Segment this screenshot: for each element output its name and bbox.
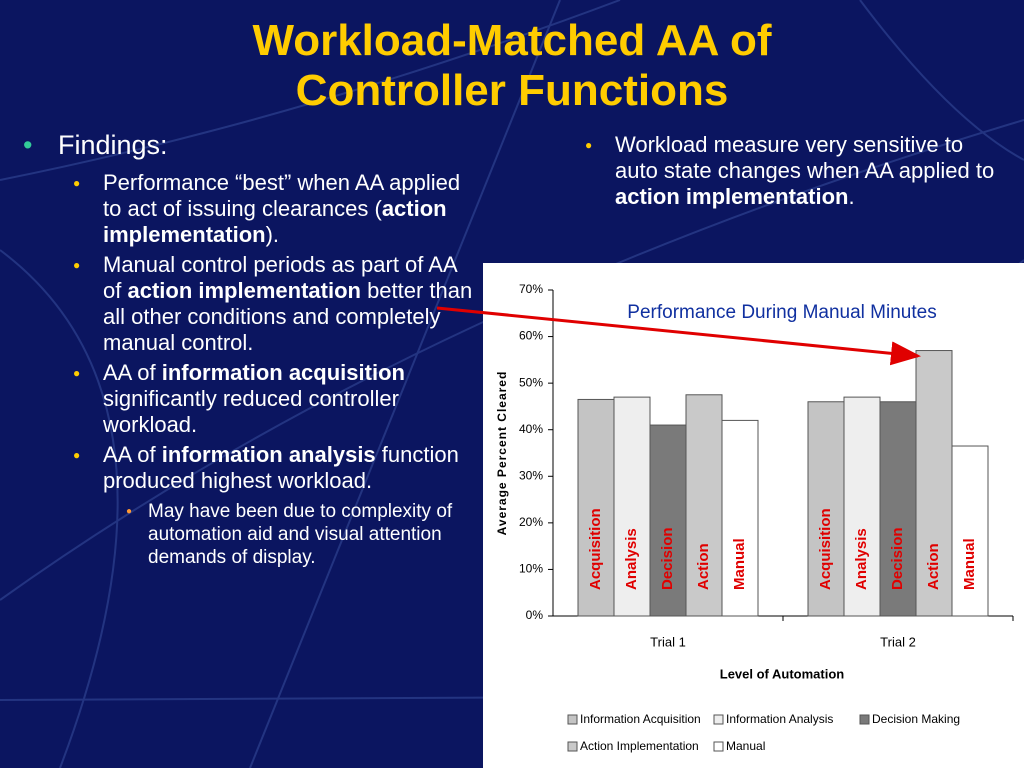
y-axis-label: Average Percent Cleared: [495, 371, 509, 536]
heading: Findings:: [23, 130, 167, 161]
legend-swatch: [567, 714, 578, 725]
text-run: AA of: [103, 442, 162, 467]
text-run: AA of: [103, 360, 162, 385]
bar-label: Analysis: [623, 528, 640, 590]
y-tick-label: 40%: [519, 422, 543, 436]
bar-label: Acquisition: [817, 508, 834, 590]
bar-label: Manual: [961, 538, 978, 590]
legend-label: Action Implementation: [580, 739, 699, 753]
y-tick-label: 60%: [519, 329, 543, 343]
legend-label: Decision Making: [872, 712, 960, 726]
text-run: Workload measure very sensitive to auto …: [615, 132, 995, 183]
text-run: ).: [265, 222, 280, 247]
bar-label: Decision: [659, 527, 676, 590]
arrow: [436, 306, 921, 366]
text-run: significantly reduced controller workloa…: [103, 386, 399, 437]
text-run: action implementation: [615, 184, 849, 209]
title-line: Workload-Matched AA of: [252, 16, 772, 65]
y-tick-label: 0%: [526, 608, 544, 622]
text-run: Manual control periods as part of AA of: [103, 252, 457, 303]
legend-label: Manual: [726, 739, 765, 753]
bar-label: Analysis: [853, 528, 870, 590]
text-run: .: [848, 184, 855, 209]
bar: [613, 396, 651, 617]
legend-label: Information Acquisition: [580, 712, 701, 726]
title-line: Controller Functions: [295, 66, 729, 115]
bullet: AA of information acquisition significan…: [73, 360, 473, 438]
bar: [807, 401, 845, 617]
bullet: May have been due to complexity of autom…: [126, 500, 478, 569]
y-tick-label: 50%: [519, 375, 543, 389]
legend-swatch: [713, 741, 724, 752]
legend-swatch: [567, 741, 578, 752]
y-tick-label: 10%: [519, 562, 543, 576]
legend-label: Information Analysis: [726, 712, 833, 726]
sub-list: May have been due to complexity of autom…: [126, 500, 478, 569]
bar-label: Acquisition: [587, 508, 604, 590]
bullet-list: Workload measure very sensitive to auto …: [585, 132, 995, 210]
bullet-list: Performance “best” when AA applied to ac…: [73, 170, 473, 573]
text-run: Performance “best” when AA applied to ac…: [103, 170, 461, 221]
bar-label: Manual: [731, 538, 748, 590]
bar-label: Decision: [889, 527, 906, 590]
bullet: AA of information analysis function prod…: [73, 442, 473, 569]
bar: [649, 424, 687, 617]
text-run: better than all other conditions and com…: [103, 278, 473, 355]
chart-title: Performance During Manual Minutes: [627, 302, 936, 323]
y-tick-label: 30%: [519, 468, 543, 482]
bullet: Performance “best” when AA applied to ac…: [73, 170, 473, 248]
bar: [915, 350, 953, 617]
bullet: Workload measure very sensitive to auto …: [585, 132, 995, 210]
text-run: action implementation: [103, 196, 447, 247]
bar: [685, 394, 723, 617]
text-run: information acquisition: [161, 360, 405, 385]
y-tick-label: 70%: [519, 282, 543, 296]
x-tick-label: Trial 1: [650, 634, 686, 649]
legend-swatch: [859, 714, 870, 725]
legend-swatch: [713, 714, 724, 725]
y-tick-label: 20%: [519, 515, 543, 529]
bullet: Manual control periods as part of AA of …: [73, 252, 473, 356]
bar: [879, 401, 917, 617]
bar-label: Action: [695, 543, 712, 590]
bar: [721, 419, 759, 617]
text-run: action implementation: [127, 278, 361, 303]
text-run: function produced highest workload.: [103, 442, 459, 493]
bar: [951, 445, 989, 617]
text-run: information analysis: [161, 442, 376, 467]
text-run: May have been due to complexity of autom…: [148, 501, 453, 568]
x-tick-label: Trial 2: [880, 634, 916, 649]
x-axis-label: Level of Automation: [720, 666, 845, 681]
bar-label: Action: [925, 543, 942, 590]
